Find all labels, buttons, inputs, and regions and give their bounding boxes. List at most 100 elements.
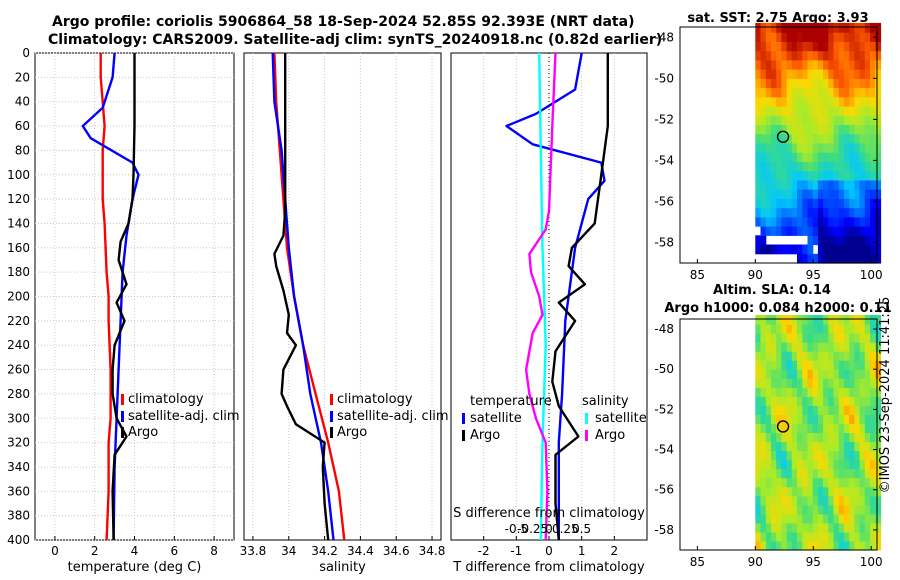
sst_map-cell	[807, 142, 814, 153]
sla_map-cell	[771, 486, 777, 497]
sst_map-cell	[812, 216, 819, 227]
sst_map-ytick-label: -52	[654, 112, 674, 126]
sla_map-cell	[849, 468, 855, 479]
sla_map-cell	[859, 504, 866, 515]
sst_map-cell	[849, 161, 855, 172]
top-xtick-label: 0.25	[552, 522, 579, 536]
sst_map-cell	[781, 152, 788, 162]
sst_map-cell	[765, 96, 772, 107]
salinity-xtick-label: 34.6	[383, 544, 410, 558]
sla_map-cell	[812, 369, 819, 379]
sst_map-cell	[807, 87, 814, 98]
sla_map-cell	[760, 351, 767, 361]
sla_map-cell	[859, 441, 866, 452]
sla_map-cell	[755, 504, 762, 515]
sla_map-cell	[812, 342, 819, 352]
sla_map-cell	[870, 468, 876, 479]
sla_map-cell	[791, 396, 798, 406]
sst_map-cell	[797, 253, 803, 264]
sst_map-cell	[765, 133, 772, 144]
sst_map-cell	[760, 152, 767, 162]
sst_map-cell	[797, 69, 803, 79]
sst_map-cell	[833, 235, 840, 246]
sst_map-cell	[776, 179, 782, 190]
sst_map-cell	[797, 161, 803, 172]
temperature-xtick-label: 0	[51, 544, 59, 558]
sst_map-cell	[765, 152, 772, 162]
sla_map-cell	[864, 504, 871, 515]
sla_map-cell	[807, 450, 814, 461]
sst_map-cell	[854, 50, 861, 61]
sst_map-cell	[771, 96, 777, 107]
sst_map-cell	[823, 59, 829, 70]
sst_map-cell	[817, 69, 824, 79]
sst_map-cell	[755, 59, 762, 70]
sst_map-cell	[765, 106, 772, 116]
sst_map-cell	[854, 133, 861, 144]
sst_map-cell	[817, 198, 824, 209]
sst_map-cell	[859, 253, 866, 264]
sla_map-cell	[823, 441, 829, 452]
legend-swatch	[121, 394, 124, 405]
sla_map-cell	[755, 541, 762, 551]
sla_map-cell	[870, 360, 876, 370]
sla_map-cell	[828, 423, 835, 434]
sst_map-cell	[864, 253, 871, 264]
sla_map-cell	[791, 522, 798, 533]
sst_map-cell	[870, 106, 876, 116]
sla_map-cell	[875, 504, 882, 515]
sst_map-cell	[823, 41, 829, 52]
sst_map-cell	[870, 198, 876, 209]
sla_map-cell	[797, 531, 803, 542]
sst_map-cell	[817, 189, 824, 199]
sla_map-cell	[844, 477, 850, 488]
sst_map-cell	[791, 50, 798, 61]
sst_map-cell	[875, 170, 882, 181]
sla_map-cell	[802, 432, 809, 443]
sst_map-cell	[771, 106, 777, 116]
sla_map-cell	[817, 315, 824, 325]
sla_map-cell	[849, 459, 855, 470]
sla_map-cell	[765, 513, 772, 524]
sla_map-cell	[797, 378, 803, 388]
sla_map-cell	[875, 459, 882, 470]
sla_map-cell	[864, 450, 871, 461]
temperature-xtick-label: 2	[91, 544, 99, 558]
sst_map-cell	[776, 207, 782, 218]
sst_map-cell	[755, 50, 762, 61]
sla_map-cell	[833, 477, 840, 488]
sla_map-cell	[870, 396, 876, 406]
sla_map-cell	[859, 414, 866, 424]
sst_map-cell	[844, 59, 850, 70]
sla_map-cell	[870, 541, 876, 551]
sla_map-cell	[755, 450, 762, 461]
sla_map-cell	[870, 432, 876, 443]
sla_map-cell	[791, 468, 798, 479]
sla_map-cell	[875, 360, 882, 370]
sst_map-cell	[833, 244, 840, 255]
sst_map-cell	[812, 235, 819, 246]
sst_map-cell	[828, 142, 835, 153]
sst_map-cell	[828, 198, 835, 209]
sst_map-cell	[833, 124, 840, 135]
sst_map-cell	[849, 50, 855, 61]
sst_map-cell	[849, 216, 855, 227]
sla_map-cell	[786, 450, 793, 461]
sst_map-cell	[797, 78, 803, 89]
sst_map-cell	[776, 170, 782, 181]
sla_map-cell	[776, 360, 782, 370]
sst_map-cell	[870, 207, 876, 218]
sst_map-cell	[786, 179, 793, 190]
sla-map-subtitle: Argo h1000: 0.084 h2000: 0.11	[664, 301, 891, 316]
sla_map-cell	[864, 342, 871, 352]
sla_map-cell	[823, 459, 829, 470]
sst_map-cell	[870, 32, 876, 42]
sla_map-cell	[854, 495, 861, 506]
sla_map-cell	[859, 477, 866, 488]
sla_map-cell	[755, 414, 762, 424]
sst_map-cell	[833, 59, 840, 70]
sla_map-cell	[807, 360, 814, 370]
sst_map-cell	[859, 170, 866, 181]
sla_map-cell	[791, 441, 798, 452]
sst_map-cell	[791, 189, 798, 199]
